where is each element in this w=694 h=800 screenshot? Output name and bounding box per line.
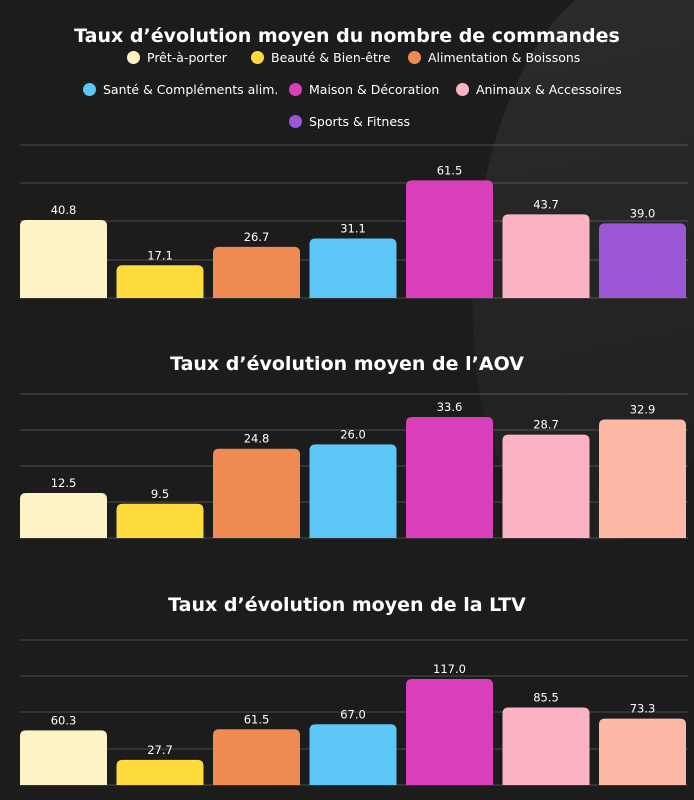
bar-value-label: 33.6 (437, 400, 463, 414)
bar-1 (20, 730, 107, 785)
bar-value-label: 31.1 (340, 222, 366, 236)
bar-5 (406, 417, 493, 538)
bar-value-label: 67.0 (340, 707, 366, 721)
bar-value-label: 28.7 (533, 418, 559, 432)
legend-label: Prêt-à-porter (147, 50, 227, 65)
bar-value-label: 26.0 (340, 427, 366, 441)
bar-1 (20, 219, 107, 298)
legend-item-beaute: Beauté & Bien-être (251, 50, 390, 65)
bar-value-label: 12.5 (51, 476, 77, 490)
bar-3 (213, 729, 300, 785)
bar-3 (213, 246, 300, 298)
legend-dot (408, 51, 421, 64)
bar-value-label: 60.3 (51, 713, 77, 727)
chart-title-orders: Taux d’évolution moyen du nombre de comm… (74, 25, 620, 47)
bar-4 (309, 238, 397, 298)
bar-1 (20, 493, 107, 538)
bar-6 (502, 214, 590, 298)
bar-2 (116, 759, 204, 785)
bar-value-label: 17.1 (147, 248, 173, 262)
legend-item-sante: Santé & Compléments alim. (83, 82, 278, 97)
legend-dot (127, 51, 140, 64)
legend-label: Sports & Fitness (309, 114, 411, 129)
bar-6 (502, 707, 590, 785)
legend-label: Beauté & Bien-être (271, 50, 391, 65)
legend-item-maison: Maison & Décoration (289, 82, 439, 97)
bar-4 (309, 724, 397, 785)
bar-value-label: 73.3 (630, 702, 656, 716)
bar-5 (406, 180, 493, 298)
bar-value-label: 24.8 (244, 432, 270, 446)
bar-value-label: 43.7 (533, 197, 559, 211)
bar-7 (599, 718, 686, 785)
bar-value-label: 117.0 (433, 662, 466, 676)
bar-5 (406, 678, 493, 785)
legend-item-sports: Sports & Fitness (289, 114, 410, 129)
bar-3 (213, 448, 300, 538)
legend-dot (251, 51, 264, 64)
legend-item-alimentation: Alimentation & Boissons (408, 50, 580, 65)
legend-dot (456, 83, 469, 96)
bar-value-label: 85.5 (533, 691, 559, 705)
bar-value-label: 27.7 (147, 743, 173, 757)
legend-dot (289, 83, 302, 96)
bar-2 (116, 503, 204, 538)
legend-label: Animaux & Accessoires (476, 82, 622, 97)
legend-item-pret-a-porter: Prêt-à-porter (127, 50, 227, 65)
legend-dot (289, 115, 302, 128)
legend-label: Santé & Compléments alim. (103, 82, 279, 97)
legend-label: Maison & Décoration (309, 82, 440, 97)
legend-item-animaux: Animaux & Accessoires (456, 82, 622, 97)
bar-value-label: 40.8 (51, 203, 77, 217)
legend-label: Alimentation & Boissons (428, 50, 581, 65)
bar-value-label: 26.7 (244, 230, 270, 244)
bar-value-label: 9.5 (151, 487, 169, 501)
bar-4 (309, 444, 397, 538)
bar-value-label: 39.0 (630, 206, 656, 220)
chart-title-ltv: Taux d’évolution moyen de la LTV (168, 594, 526, 616)
bar-7 (599, 419, 686, 538)
legend-dot (83, 83, 96, 96)
bar-6 (502, 434, 590, 538)
bar-7 (599, 223, 686, 298)
bar-value-label: 32.9 (630, 403, 656, 417)
bar-2 (116, 265, 204, 298)
chart-title-aov: Taux d’évolution moyen de l’AOV (170, 353, 524, 375)
bar-value-label: 61.5 (244, 712, 270, 726)
bar-value-label: 61.5 (437, 163, 463, 177)
